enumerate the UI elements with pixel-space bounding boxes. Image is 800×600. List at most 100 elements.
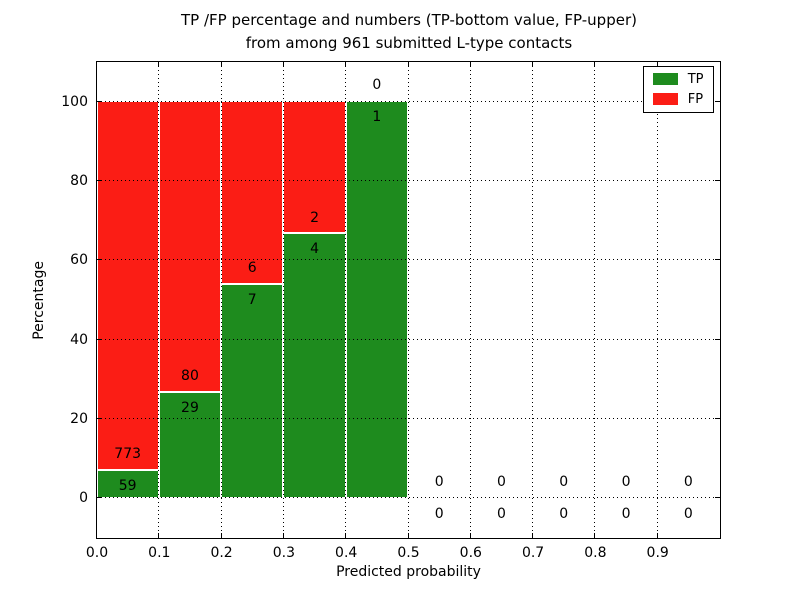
fp-count-label: 80 [181, 368, 199, 385]
x-tick-label: 0.1 [148, 545, 171, 561]
tp-count-label: 0 [434, 505, 444, 522]
x-tick-top [96, 61, 97, 67]
x-tick-top [345, 61, 347, 67]
x-tick-label: 0.2 [210, 545, 233, 561]
tp-count-label: 1 [372, 109, 382, 126]
fp-count-label: 0 [621, 473, 631, 490]
y-tick-label: 100 [61, 93, 88, 110]
x-tick-top [220, 61, 222, 67]
fp-count-label: 0 [496, 473, 506, 490]
bar-segment-fp [158, 101, 222, 393]
x-tick-label: 0.3 [272, 545, 296, 561]
tp-count-label: 0 [559, 505, 569, 522]
x-tick-top [282, 61, 284, 67]
x-tick-label: 0.6 [459, 545, 482, 561]
x-tick-label: 0.8 [584, 545, 607, 561]
y-tick-right [714, 418, 720, 419]
tp-count-label: 0 [496, 505, 506, 522]
legend-entry-tp: TP [652, 71, 704, 87]
y-tick-right [714, 180, 720, 181]
x-tick-label: 0.4 [335, 545, 358, 561]
legend-entry-fp: FP [652, 91, 704, 107]
gridline-vertical [158, 61, 160, 538]
y-tick-left [96, 338, 102, 340]
y-tick-left [96, 259, 102, 261]
x-tick-bottom [407, 532, 409, 538]
tp-count-label: 0 [683, 505, 693, 522]
gridline-vertical [407, 61, 409, 538]
x-tick-bottom [594, 532, 596, 538]
fp-count-label: 0 [683, 473, 693, 490]
plot-area: TP FP 773 59 80 29 6 7 2 4 0 1 0 0 0 0 0 0 0 0 0 0 [95, 60, 721, 539]
y-tick-left [96, 418, 102, 419]
x-tick-label: 0.0 [85, 545, 109, 561]
y-tick-label: 20 [70, 411, 88, 427]
tp-count-label: 4 [310, 241, 319, 258]
bar-segment-tp [283, 233, 346, 498]
bar-segment-tp [345, 101, 408, 498]
x-tick-top [656, 61, 658, 67]
x-tick-bottom [96, 532, 97, 538]
chart-title: TP /FP percentage and numbers (TP-bottom… [9, 9, 800, 55]
gridline-vertical [594, 61, 596, 538]
x-tick-bottom [656, 532, 658, 538]
fp-count-label: 773 [114, 445, 142, 462]
bar-segment-tp [221, 284, 284, 498]
fp-count-label: 0 [559, 473, 569, 490]
bar-segment-fp [221, 101, 284, 285]
bar-segment-fp [96, 101, 159, 470]
y-axis-label: Percentage [31, 260, 47, 340]
y-tick-label: 60 [70, 252, 88, 269]
x-tick-bottom [158, 532, 160, 538]
x-tick-bottom [345, 532, 347, 538]
y-tick-left [96, 497, 102, 499]
x-tick-top [594, 61, 596, 67]
x-axis-label: Predicted probability [336, 564, 481, 580]
y-tick-right [714, 338, 720, 340]
bar-segment-tp [158, 392, 222, 498]
bar-segment-fp [283, 101, 346, 234]
x-tick-bottom [532, 532, 534, 538]
fp-count-label: 6 [247, 260, 257, 277]
x-tick-bottom [469, 532, 471, 538]
gridline-vertical [282, 61, 284, 538]
fp-swatch [652, 93, 678, 105]
gridline-vertical [532, 61, 534, 538]
x-tick-bottom [282, 532, 284, 538]
x-tick-top [469, 61, 471, 67]
tp-count-label: 7 [247, 292, 257, 309]
gridline-vertical [220, 61, 222, 538]
x-tick-bottom [220, 532, 222, 538]
gridline-vertical [345, 61, 347, 538]
tp-count-label: 0 [621, 505, 631, 522]
x-tick-top [532, 61, 534, 67]
x-tick-label: 0.7 [521, 545, 545, 561]
x-tick-top [158, 61, 160, 67]
fp-count-label: 0 [434, 473, 444, 490]
y-tick-label: 0 [79, 490, 88, 507]
y-tick-left [96, 180, 102, 181]
x-tick-label: 0.5 [397, 545, 420, 561]
legend-label-fp: FP [687, 91, 704, 107]
legend-label-tp: TP [687, 71, 704, 87]
gridline-vertical [656, 61, 658, 538]
tp-swatch [652, 73, 678, 85]
gridline-vertical [469, 61, 471, 538]
y-tick-right [714, 100, 720, 102]
y-tick-label: 40 [70, 331, 88, 348]
chart-title-line1: TP /FP percentage and numbers (TP-bottom… [181, 11, 637, 29]
y-tick-right [714, 497, 720, 499]
fp-count-label: 2 [310, 209, 319, 226]
y-tick-right [714, 259, 720, 261]
tp-count-label: 29 [181, 400, 199, 417]
bar-segment-tp [96, 469, 159, 498]
chart-title-line2: from among 961 submitted L-type contacts [245, 34, 573, 52]
y-tick-label: 80 [70, 173, 88, 189]
x-tick-label: 0.9 [646, 545, 669, 561]
x-tick-top [407, 61, 409, 67]
y-tick-left [96, 100, 102, 102]
legend: TP FP [642, 65, 714, 113]
tp-count-label: 59 [118, 477, 137, 494]
fp-count-label: 0 [372, 77, 382, 94]
